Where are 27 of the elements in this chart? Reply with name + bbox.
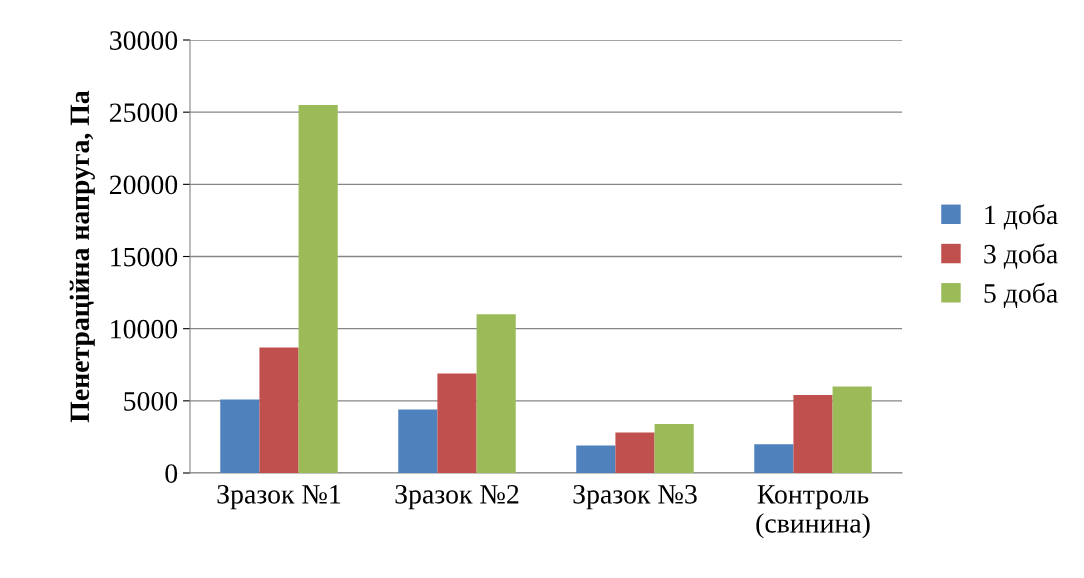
legend-label: 1 доба <box>985 204 1058 230</box>
legend-label: 5 доба <box>984 282 1058 308</box>
y-tick-label: 30000 <box>110 31 178 50</box>
y-tick-label: 15000 <box>111 247 178 267</box>
y-axis-title: Пенетраційна напруга, Па <box>69 90 95 423</box>
legend-label: 3 доба <box>984 243 1058 269</box>
x-tick-label: Зразок №1 <box>217 484 341 510</box>
bar <box>615 432 655 473</box>
y-tick-label: 25000 <box>109 103 178 123</box>
bar <box>476 314 516 473</box>
bar <box>576 445 616 473</box>
bar <box>832 386 872 473</box>
bar <box>754 444 794 473</box>
bar <box>259 347 299 473</box>
bar <box>298 104 338 473</box>
bar <box>793 395 833 473</box>
bar <box>437 373 477 473</box>
bar <box>654 423 694 473</box>
x-tick-label: Контроль (свинина) <box>756 485 870 539</box>
bar <box>220 399 260 473</box>
y-tick-label: 20000 <box>109 175 178 195</box>
bar <box>398 409 438 473</box>
y-tick-label: 10000 <box>111 319 178 339</box>
y-tick-label: 0 <box>165 464 178 483</box>
x-tick-label: Зразок №2 <box>395 484 519 510</box>
x-tick-label: Зразок №3 <box>573 484 697 510</box>
y-tick-label: 5000 <box>124 392 178 411</box>
